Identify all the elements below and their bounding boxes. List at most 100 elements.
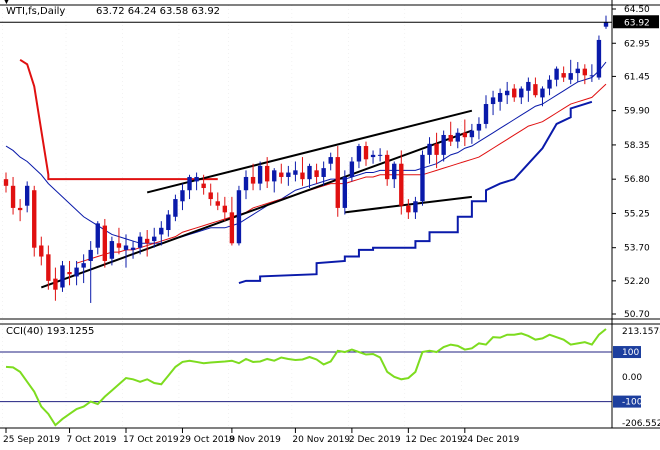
candle-body[interactable] [497,92,503,102]
candle-body[interactable] [109,241,115,259]
candle-body[interactable] [180,190,185,202]
candle-body[interactable] [173,199,178,217]
trendline[interactable] [146,109,473,194]
candle-body[interactable] [399,163,404,206]
candle-body[interactable] [194,176,199,182]
candle-body[interactable] [60,265,65,288]
price-panel[interactable] [0,15,612,303]
candle-body[interactable] [272,170,277,182]
candle-body[interactable] [420,154,425,202]
candle-body[interactable] [300,172,305,180]
candle-body[interactable] [236,190,242,244]
candle-body[interactable] [32,190,37,248]
candle-body[interactable] [392,163,397,180]
candle-body[interactable] [102,225,108,261]
price-tick-label: 53.70 [624,244,650,254]
candle-body[interactable] [74,267,79,277]
candle-body[interactable] [88,249,93,261]
candle-body[interactable] [533,84,538,96]
candle-body[interactable] [554,68,559,80]
candle-body[interactable] [39,245,44,257]
candle-body[interactable] [264,165,270,182]
candle-body[interactable] [144,238,150,244]
candle-body[interactable] [490,97,496,105]
trendline[interactable] [40,129,473,289]
candle-body[interactable] [257,165,263,184]
candle-body[interactable] [441,134,446,155]
ohlc-readout: 63.72 64.24 63.58 63.92 [96,6,220,17]
candle-body[interactable] [67,272,72,275]
candle-body[interactable] [342,176,348,208]
candle-body[interactable] [335,157,340,208]
candle-body[interactable] [321,168,326,177]
candle-body[interactable] [363,146,369,160]
candle-body[interactable] [10,185,16,208]
collapse-arrow-icon[interactable]: ▼ [3,0,10,6]
candle-body[interactable] [434,143,439,155]
candle-body[interactable] [286,172,291,177]
candle-body[interactable] [483,104,489,124]
fast-moving-average-line [76,83,607,264]
candle-body[interactable] [582,68,588,76]
candle-body[interactable] [81,263,86,268]
candle-body[interactable] [349,161,355,177]
candle-body[interactable] [130,247,136,250]
candle-body[interactable] [166,214,171,231]
candle-body[interactable] [250,176,256,184]
candle-body[interactable] [95,223,100,248]
candle-body[interactable] [476,123,482,131]
candle-body[interactable] [370,154,376,158]
candle-body[interactable] [17,207,23,211]
candle-body[interactable] [46,254,51,281]
candle-body[interactable] [596,39,602,78]
candle-body[interactable] [215,201,220,206]
candle-body[interactable] [526,81,531,91]
candle-body[interactable] [293,170,298,175]
candle-body[interactable] [116,243,122,248]
candle-body[interactable] [568,73,573,80]
candle-body[interactable] [243,176,249,191]
candle-body[interactable] [307,165,312,180]
candle-body[interactable] [328,157,333,164]
candle-body[interactable] [314,170,319,177]
support-step-line [238,100,593,285]
candle-body[interactable] [123,245,129,250]
candle-body[interactable] [589,75,595,77]
candle-body[interactable] [448,134,453,142]
candle-body[interactable] [540,88,545,98]
candle-body[interactable] [3,179,9,186]
candle-body[interactable] [427,143,432,155]
candle-body[interactable] [603,22,609,27]
candle-body[interactable] [356,146,362,162]
candle-body[interactable] [137,236,143,248]
candle-body[interactable] [24,185,30,206]
candle-body[interactable] [377,154,383,156]
candle-body[interactable] [208,192,213,200]
cci-tick-label: -100 [622,398,643,408]
date-tick-label: 2 Dec 2019 [349,435,401,445]
candle-body[interactable] [201,183,206,189]
cci-panel[interactable] [0,328,612,427]
candle-body[interactable] [455,132,460,142]
candle-body[interactable] [462,132,468,138]
candle-body[interactable] [413,201,418,213]
price-tick-label: 62.95 [624,39,650,49]
candle-body[interactable] [53,278,58,290]
candle-body[interactable] [229,212,235,244]
candle-body[interactable] [519,88,524,98]
candle-body[interactable] [187,176,192,191]
candle-body[interactable] [512,88,517,98]
candle-body[interactable] [469,130,475,138]
candle-body[interactable] [159,227,164,235]
candle-body[interactable] [547,79,552,89]
candle-body[interactable] [504,90,510,96]
candle-body[interactable] [152,236,157,242]
candle-body[interactable] [575,68,580,74]
candle-body[interactable] [406,205,411,213]
candle-body[interactable] [384,154,390,180]
candle-body[interactable] [279,172,284,177]
candle-body[interactable] [561,73,566,78]
date-tick-label: 8 Nov 2019 [229,435,281,445]
candle-body[interactable] [222,205,228,213]
